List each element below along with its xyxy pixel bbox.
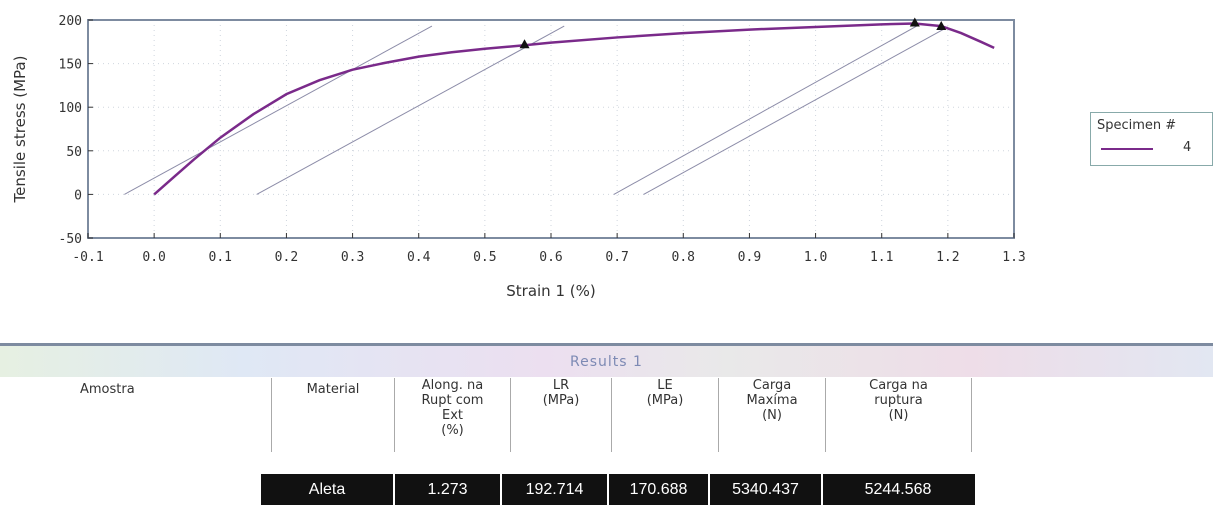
x-tick-label: 1.3 (1002, 250, 1025, 265)
data-marker (936, 20, 947, 30)
y-tick-label: -50 (59, 232, 82, 247)
header-carga-maxima: Carga Maxíma (N) (719, 378, 826, 452)
results-header-band: Results 1 (0, 343, 1213, 377)
cell-carga-maxima: 5340.437 (710, 474, 823, 505)
x-tick-label: 0.3 (341, 250, 364, 265)
cell-along: 1.273 (395, 474, 502, 505)
chart-grid (87, 19, 1015, 239)
legend-entry: 4 (1183, 140, 1192, 155)
x-tick-label: 0.6 (539, 250, 562, 265)
y-tick-label: 100 (59, 101, 82, 116)
header-lr: LR (MPa) (511, 378, 612, 452)
x-tick-label: 0.5 (473, 250, 496, 265)
y-axis-label: Tensile stress (MPa) (11, 56, 29, 204)
header-le: LE (MPa) (612, 378, 719, 452)
x-tick-label: 1.1 (870, 250, 893, 265)
cell-le: 170.688 (609, 474, 710, 505)
x-tick-label: 1.0 (804, 250, 827, 265)
data-marker (909, 17, 920, 27)
x-tick-label: 0.1 (209, 250, 232, 265)
y-axis-ticks: 200 150 100 50 0 -50 (59, 14, 93, 247)
x-tick-label: 0.2 (275, 250, 298, 265)
cell-lr: 192.714 (502, 474, 609, 505)
x-tick-label: 0.8 (672, 250, 695, 265)
reference-line (124, 25, 433, 195)
header-carga-ruptura: Carga na ruptura (N) (826, 378, 972, 452)
header-material: Material (272, 378, 395, 452)
results-title: Results 1 (570, 354, 643, 370)
reference-lines (124, 23, 949, 195)
legend-title: Specimen # (1097, 118, 1177, 133)
cell-carga-ruptura: 5244.568 (864, 481, 932, 498)
legend: Specimen # 4 (1090, 112, 1213, 166)
reference-line (256, 25, 565, 195)
header-along: Along. na Rupt com Ext (%) (395, 378, 511, 452)
x-axis-ticks: -0.1 0.0 0.1 0.2 0.3 0.4 0.5 0.6 0.7 0.8 0.9 1.0 1.1… (72, 233, 1026, 265)
series-line-specimen-4 (153, 22, 995, 196)
cell-material: Aleta (261, 474, 395, 505)
results-row (261, 474, 975, 505)
header-amostra: Amostra (0, 378, 272, 452)
x-axis-label: Strain 1 (%) (506, 282, 595, 300)
reference-line (613, 23, 922, 195)
y-tick-label: 150 (59, 58, 82, 73)
legend-swatch (1101, 148, 1153, 150)
x-tick-label: 0.7 (605, 250, 628, 265)
data-markers (519, 17, 947, 49)
tensile-chart: -0.1 0.0 0.1 0.2 0.3 0.4 0.5 0.6 0.7 0.8 0.9 1.0 1.1… (11, 14, 1026, 300)
x-tick-label: 0.4 (407, 250, 431, 265)
reference-line (643, 26, 949, 195)
x-tick-label: -0.1 (72, 250, 103, 265)
x-tick-label: 1.2 (936, 250, 959, 265)
x-tick-label: 0.0 (142, 250, 165, 265)
y-tick-label: 50 (66, 145, 82, 160)
x-tick-label: 0.9 (738, 250, 761, 265)
data-marker (519, 39, 530, 49)
y-tick-label: 0 (74, 188, 82, 203)
y-tick-label: 200 (59, 14, 82, 29)
